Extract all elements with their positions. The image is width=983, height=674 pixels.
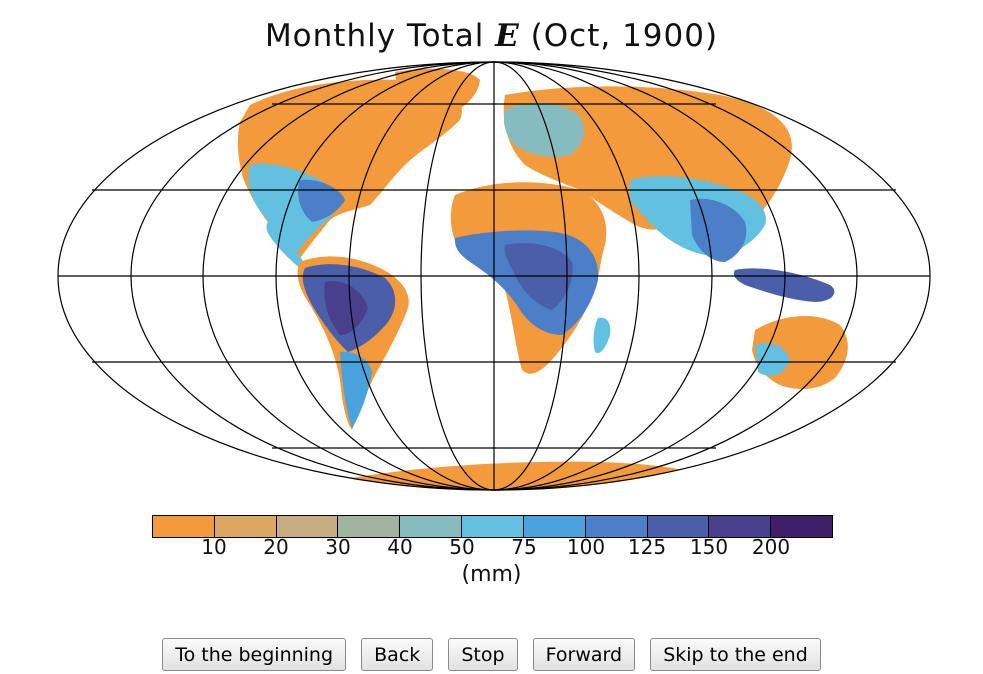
legend-swatch: [153, 516, 215, 537]
legend-tick: 30: [325, 535, 351, 559]
legend-swatch: [771, 516, 832, 537]
antarctica: [352, 461, 690, 490]
land-masses: [237, 68, 848, 490]
skip-to-end-button[interactable]: Skip to the end: [650, 638, 821, 671]
sa-south: [340, 351, 372, 428]
title-text: Monthly Total: [264, 18, 496, 54]
back-button[interactable]: Back: [361, 638, 434, 671]
map-title: Monthly Total E (Oct, 1900): [0, 18, 983, 54]
graticule: [57, 61, 931, 491]
color-legend: [152, 515, 833, 538]
legend-swatch: [276, 516, 339, 537]
legend-swatch: [709, 516, 772, 537]
australia-wet: [755, 343, 790, 376]
legend-tick: 125: [627, 535, 667, 559]
madagascar: [593, 317, 611, 354]
stop-button[interactable]: Stop: [448, 638, 518, 671]
legend-swatch: [585, 516, 648, 537]
legend-tick: 20: [263, 535, 289, 559]
legend-unit: (mm): [461, 562, 522, 587]
indonesia: [733, 268, 835, 302]
legend-tick: 100: [566, 535, 606, 559]
southeast-asia: [690, 198, 747, 262]
central-america: [266, 222, 304, 268]
legend-swatch: [523, 516, 586, 537]
title-variable: E: [495, 18, 520, 54]
legend-swatch: [400, 516, 463, 537]
legend-swatch: [338, 516, 401, 537]
forward-button[interactable]: Forward: [532, 638, 636, 671]
legend-swatch: [214, 516, 277, 537]
legend-tick: 10: [201, 535, 227, 559]
legend-tick: 40: [387, 535, 413, 559]
legend-swatch: [462, 516, 524, 537]
legend-swatch: [647, 516, 710, 537]
greenland: [395, 68, 480, 118]
title-date: (Oct, 1900): [519, 18, 719, 54]
legend-tick: 50: [449, 535, 475, 559]
legend-tick: 150: [689, 535, 729, 559]
animation-controls: To the beginning Back Stop Forward Skip …: [0, 638, 983, 671]
legend-tick: 75: [511, 535, 537, 559]
legend-tick: 200: [751, 535, 791, 559]
sa-core: [324, 281, 368, 335]
to-beginning-button[interactable]: To the beginning: [162, 638, 347, 671]
europe-wet: [503, 102, 585, 157]
